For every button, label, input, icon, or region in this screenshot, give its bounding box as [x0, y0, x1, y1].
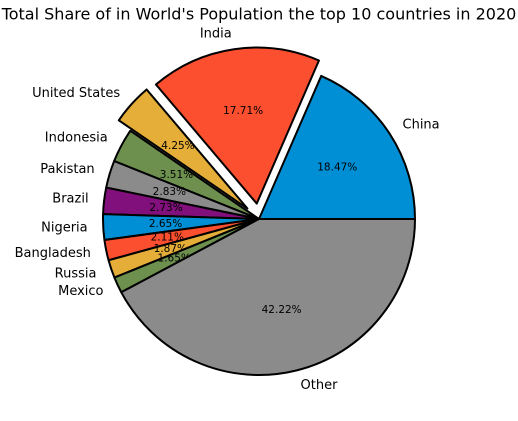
value-label: 18.47% — [317, 162, 357, 174]
value-label: 2.65% — [149, 218, 182, 230]
value-label: 17.71% — [223, 105, 263, 117]
slice-label: Bangladesh — [15, 246, 91, 261]
slice-label: Mexico — [58, 284, 103, 299]
slice-label: India — [200, 26, 232, 41]
slice-label: Pakistan — [40, 162, 94, 177]
pie-slice — [117, 88, 249, 210]
slice-label: Indonesia — [45, 131, 108, 146]
value-label: 2.11% — [151, 232, 184, 244]
slice-label: United States — [32, 86, 120, 101]
value-label: 3.51% — [160, 169, 193, 181]
value-label: 42.22% — [262, 304, 302, 316]
value-label: 2.83% — [153, 186, 186, 198]
chart-title: Total Share of in World's Population the… — [1, 5, 517, 24]
slice-label: Other — [301, 378, 339, 393]
slice-label: China — [403, 117, 440, 132]
pie-slice — [258, 74, 416, 220]
slice-label: Russia — [55, 267, 97, 282]
slice-label: Nigeria — [41, 220, 88, 235]
value-label: 2.73% — [149, 202, 182, 214]
value-label: 4.25% — [161, 140, 194, 152]
slice-label: Brazil — [52, 191, 88, 206]
pie-slice — [120, 218, 416, 376]
pie-slice — [154, 46, 320, 205]
